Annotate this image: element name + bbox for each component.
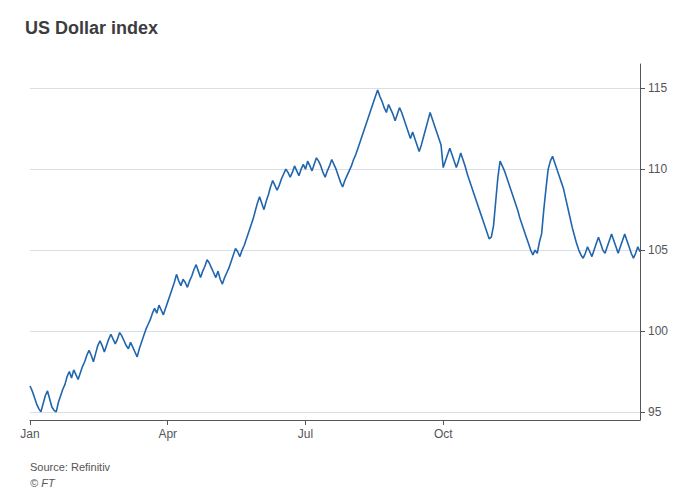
svg-text:115: 115 [648,81,667,95]
svg-text:Jan: Jan [20,427,39,441]
svg-text:105: 105 [648,243,668,257]
svg-text:© FT: © FT [30,477,56,489]
svg-text:100: 100 [648,324,668,338]
svg-text:95: 95 [648,405,662,419]
svg-text:Source: Refinitiv: Source: Refinitiv [30,461,111,473]
svg-text:110: 110 [648,162,667,176]
svg-text:US Dollar index: US Dollar index [25,18,158,38]
svg-text:Jul: Jul [298,427,313,441]
svg-text:Oct: Oct [434,427,453,441]
svg-text:Apr: Apr [158,427,177,441]
